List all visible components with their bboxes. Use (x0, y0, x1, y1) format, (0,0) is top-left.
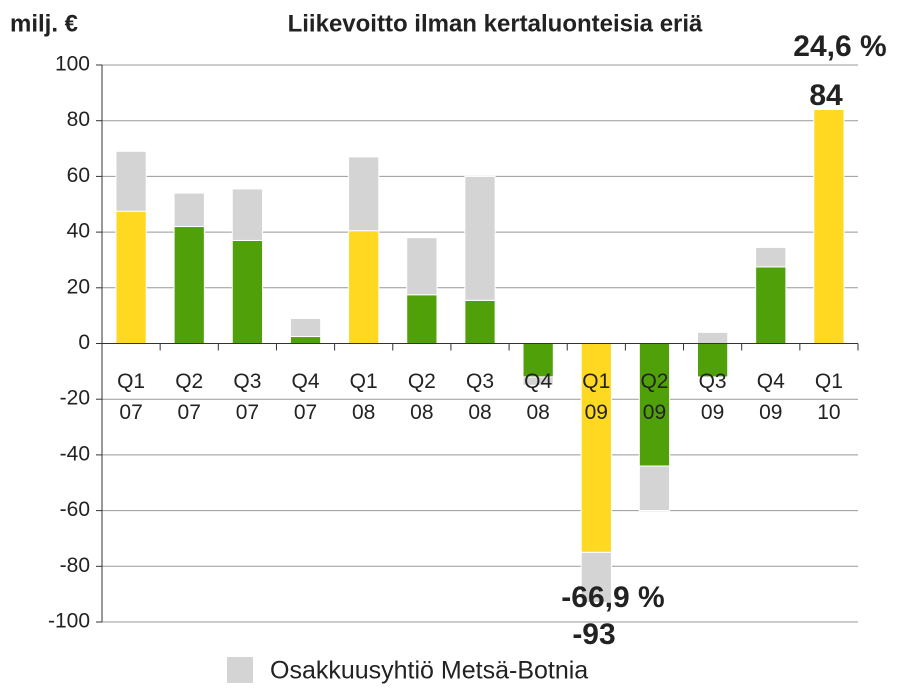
x-tick-label: Q1 (350, 370, 378, 393)
annotation: 84 (809, 79, 843, 112)
bar (813, 109, 845, 344)
bar (464, 299, 496, 344)
annotation: 24,6 % (793, 30, 886, 63)
y-tick-label: 0 (78, 331, 90, 354)
x-tick-label: Q4 (524, 370, 552, 393)
bar (580, 551, 612, 604)
x-tick-label: 07 (294, 401, 317, 424)
x-tick-label: Q3 (699, 370, 727, 393)
x-tick-label: Q3 (233, 370, 261, 393)
x-tick-label: 07 (119, 401, 142, 424)
bar (231, 188, 264, 241)
annotation: -93 (572, 618, 615, 651)
x-tick-label: 09 (701, 401, 724, 424)
x-tick-label: Q2 (175, 370, 203, 393)
x-tick-label: 07 (178, 401, 201, 424)
bar (638, 465, 671, 512)
bar (173, 192, 205, 228)
x-tick-label: Q2 (640, 370, 668, 393)
x-tick-label: 08 (352, 401, 375, 424)
x-tick-label: Q1 (815, 370, 843, 393)
chart-title: Liikevoitto ilman kertaluonteisia eriä (288, 10, 703, 37)
y-tick-label: -20 (60, 387, 90, 410)
y-tick-label: -40 (60, 442, 90, 465)
x-tick-label: 09 (643, 401, 666, 424)
bar (289, 336, 322, 345)
y-tick-label: 100 (55, 53, 90, 76)
x-tick-label: 10 (817, 401, 840, 424)
y-tick-label: -80 (60, 554, 90, 577)
bar (348, 156, 380, 232)
bar (638, 343, 671, 467)
y-tick-label: -100 (48, 610, 90, 633)
bar (348, 230, 380, 345)
x-tick-label: Q2 (408, 370, 436, 393)
x-tick-label: Q4 (757, 370, 785, 393)
x-tick-label: 09 (585, 401, 608, 424)
bar (406, 237, 438, 296)
legend-label: Osakkuusyhtiö Metsä-Botnia (270, 657, 588, 685)
bar (522, 343, 554, 378)
y-axis-label: milj. € (10, 10, 78, 37)
y-tick-label: 20 (67, 275, 90, 298)
bar (406, 294, 438, 345)
bar (464, 175, 496, 301)
bar (755, 246, 787, 268)
y-tick-label: 60 (67, 164, 90, 187)
bar (580, 343, 612, 553)
y-tick-label: -60 (60, 498, 90, 521)
x-tick-label: 09 (759, 401, 782, 424)
bar (755, 266, 787, 345)
bar (289, 317, 322, 338)
bar (696, 343, 729, 378)
bar (231, 239, 264, 344)
x-tick-label: Q4 (292, 370, 320, 393)
x-tick-label: Q1 (582, 370, 610, 393)
annotation: -66,9 % (561, 581, 664, 614)
x-tick-label: 07 (236, 401, 259, 424)
legend-swatch (227, 657, 253, 683)
bar (696, 331, 729, 344)
x-tick-label: 08 (410, 401, 433, 424)
x-tick-label: 08 (526, 401, 549, 424)
bar (115, 150, 147, 212)
bar (115, 210, 147, 344)
x-tick-label: Q1 (117, 370, 145, 393)
x-tick-label: Q3 (466, 370, 494, 393)
x-tick-label: 08 (468, 401, 491, 424)
y-tick-label: 40 (67, 220, 90, 243)
bar (173, 226, 205, 344)
bar (522, 376, 554, 386)
y-tick-label: 80 (67, 108, 90, 131)
